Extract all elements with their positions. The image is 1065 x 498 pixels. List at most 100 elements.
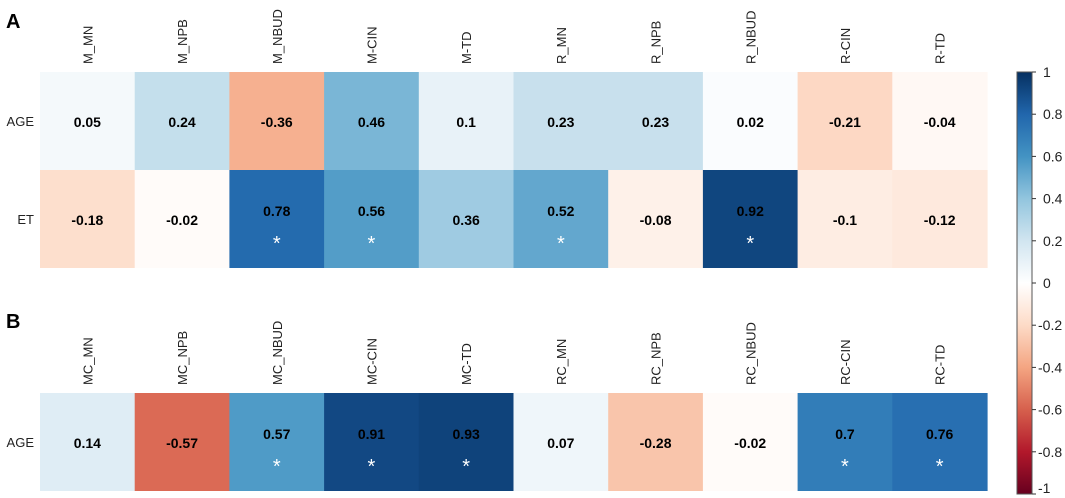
significance-star: * [273, 456, 281, 478]
column-label: M_NPB [175, 19, 190, 64]
heatmap-cell [134, 72, 230, 170]
row-label: AGE [7, 114, 35, 129]
heatmap-cell [797, 393, 893, 491]
column-label: RC_MN [554, 339, 569, 385]
colorbar-tick-label: -0.6 [1038, 402, 1062, 418]
significance-star: * [368, 456, 376, 478]
cell-value: 0.46 [358, 114, 385, 130]
cell-value: 0.23 [642, 114, 669, 130]
colorbar-tick-label: -0.4 [1038, 359, 1062, 375]
cell-value: -0.57 [166, 435, 198, 451]
cell-value: 0.1 [456, 114, 476, 130]
column-label: RC_NPB [649, 332, 664, 385]
row-label: ET [17, 212, 34, 227]
column-label: R-TD [933, 33, 948, 64]
heatmap-cell [513, 393, 609, 491]
column-label: R_MN [554, 27, 569, 64]
cell-value: -0.1 [833, 212, 857, 228]
colorbar: 1 0.8 0.6 0.4 0.2 0 -0.2 -0.4 -0.6 -0.8 -1 [1016, 64, 1063, 496]
column-label: RC-CIN [838, 340, 853, 386]
heatmap-cell [324, 393, 420, 491]
significance-star: * [368, 233, 376, 255]
cell-value: 0.23 [547, 114, 574, 130]
heatmap-cell [324, 170, 420, 268]
column-label: RC_NBUD [743, 322, 758, 385]
cell-value: -0.02 [734, 435, 766, 451]
cell-value: 0.78 [263, 203, 290, 219]
cell-value: 0.05 [74, 114, 101, 130]
colorbar-tick-label: 1 [1043, 64, 1051, 80]
significance-star: * [462, 456, 470, 478]
colorbar-gradient [1016, 71, 1033, 495]
cell-value: 0.57 [263, 426, 290, 442]
heatmap-cell [892, 72, 988, 170]
column-label: MC_NPB [175, 331, 190, 385]
colorbar-tick-label: 0.4 [1043, 191, 1063, 207]
cell-value: -0.18 [71, 212, 103, 228]
cell-value: -0.36 [261, 114, 293, 130]
cell-value: -0.04 [924, 114, 956, 130]
heatmap-cell [608, 72, 704, 170]
colorbar-tick-label: 0.6 [1043, 148, 1063, 164]
column-label: MC_NBUD [270, 321, 285, 385]
colorbar-tick-label: -1 [1038, 480, 1051, 496]
column-label: M_NBUD [270, 9, 285, 64]
column-label: M_MN [80, 26, 95, 64]
cell-value: 0.93 [453, 426, 480, 442]
colorbar-tick-label: 0 [1043, 275, 1051, 291]
cell-value: 0.52 [547, 203, 574, 219]
heatmap-cell [513, 170, 609, 268]
heatmap-cell [134, 393, 230, 491]
heatmap-cell [229, 393, 325, 491]
panel-label: B [6, 311, 20, 333]
heatmap-cell [608, 170, 704, 268]
heatmap-cell [513, 72, 609, 170]
heatmap-cell [608, 393, 704, 491]
colorbar-tick-label: 0.2 [1043, 233, 1063, 249]
colorbar-tick-label: 0.8 [1043, 106, 1063, 122]
heatmap-cell [134, 170, 230, 268]
heatmap-cell [40, 393, 136, 491]
column-label: M-TD [459, 32, 474, 65]
cell-value: 0.36 [453, 212, 480, 228]
heatmap-cell [797, 72, 893, 170]
column-label: R_NBUD [743, 11, 758, 64]
column-label: MC_MN [80, 337, 95, 385]
cell-value: -0.08 [640, 212, 672, 228]
significance-star: * [841, 456, 849, 478]
cell-value: 0.91 [358, 426, 385, 442]
row-label: AGE [7, 435, 35, 450]
column-label: R_NPB [649, 21, 664, 64]
heatmap-cell [324, 72, 420, 170]
significance-star: * [273, 233, 281, 255]
cell-value: -0.28 [640, 435, 672, 451]
heatmap-cell [229, 72, 325, 170]
cell-value: 0.92 [737, 203, 764, 219]
heatmap-panel-a: A M_MN M_NPB M_NBUD M-CIN M-TD R_MN R_NPB R_NBUD… [6, 9, 988, 268]
column-label: R-CIN [838, 28, 853, 64]
cell-value: 0.14 [74, 435, 101, 451]
heatmap-cell [702, 170, 799, 268]
heatmap-cell [797, 170, 893, 268]
heatmap-cell [418, 393, 515, 491]
column-label: RC-TD [933, 345, 948, 385]
heatmap-panel-b: B MC_MN MC_NPB MC_NBUD MC-CIN MC-TD RC_MN RC_NP… [6, 311, 988, 491]
cell-value: 0.02 [737, 114, 764, 130]
cell-value: -0.21 [829, 114, 861, 130]
significance-star: * [746, 233, 754, 255]
colorbar-tick-label: -0.8 [1038, 444, 1062, 460]
heatmap-cell [892, 170, 988, 268]
heatmap-cell [229, 170, 325, 268]
cell-value: 0.7 [835, 426, 855, 442]
cell-value: 0.76 [926, 426, 953, 442]
heatmap-cell [418, 170, 515, 268]
panel-label: A [6, 11, 20, 33]
column-label: MC-CIN [364, 338, 379, 385]
cell-value: 0.07 [547, 435, 574, 451]
heatmap-cell [40, 72, 136, 170]
colorbar-tick-label: -0.2 [1038, 317, 1062, 333]
heatmap-cell [892, 393, 988, 491]
column-label: MC-TD [459, 343, 474, 385]
cell-value: 0.24 [168, 114, 195, 130]
